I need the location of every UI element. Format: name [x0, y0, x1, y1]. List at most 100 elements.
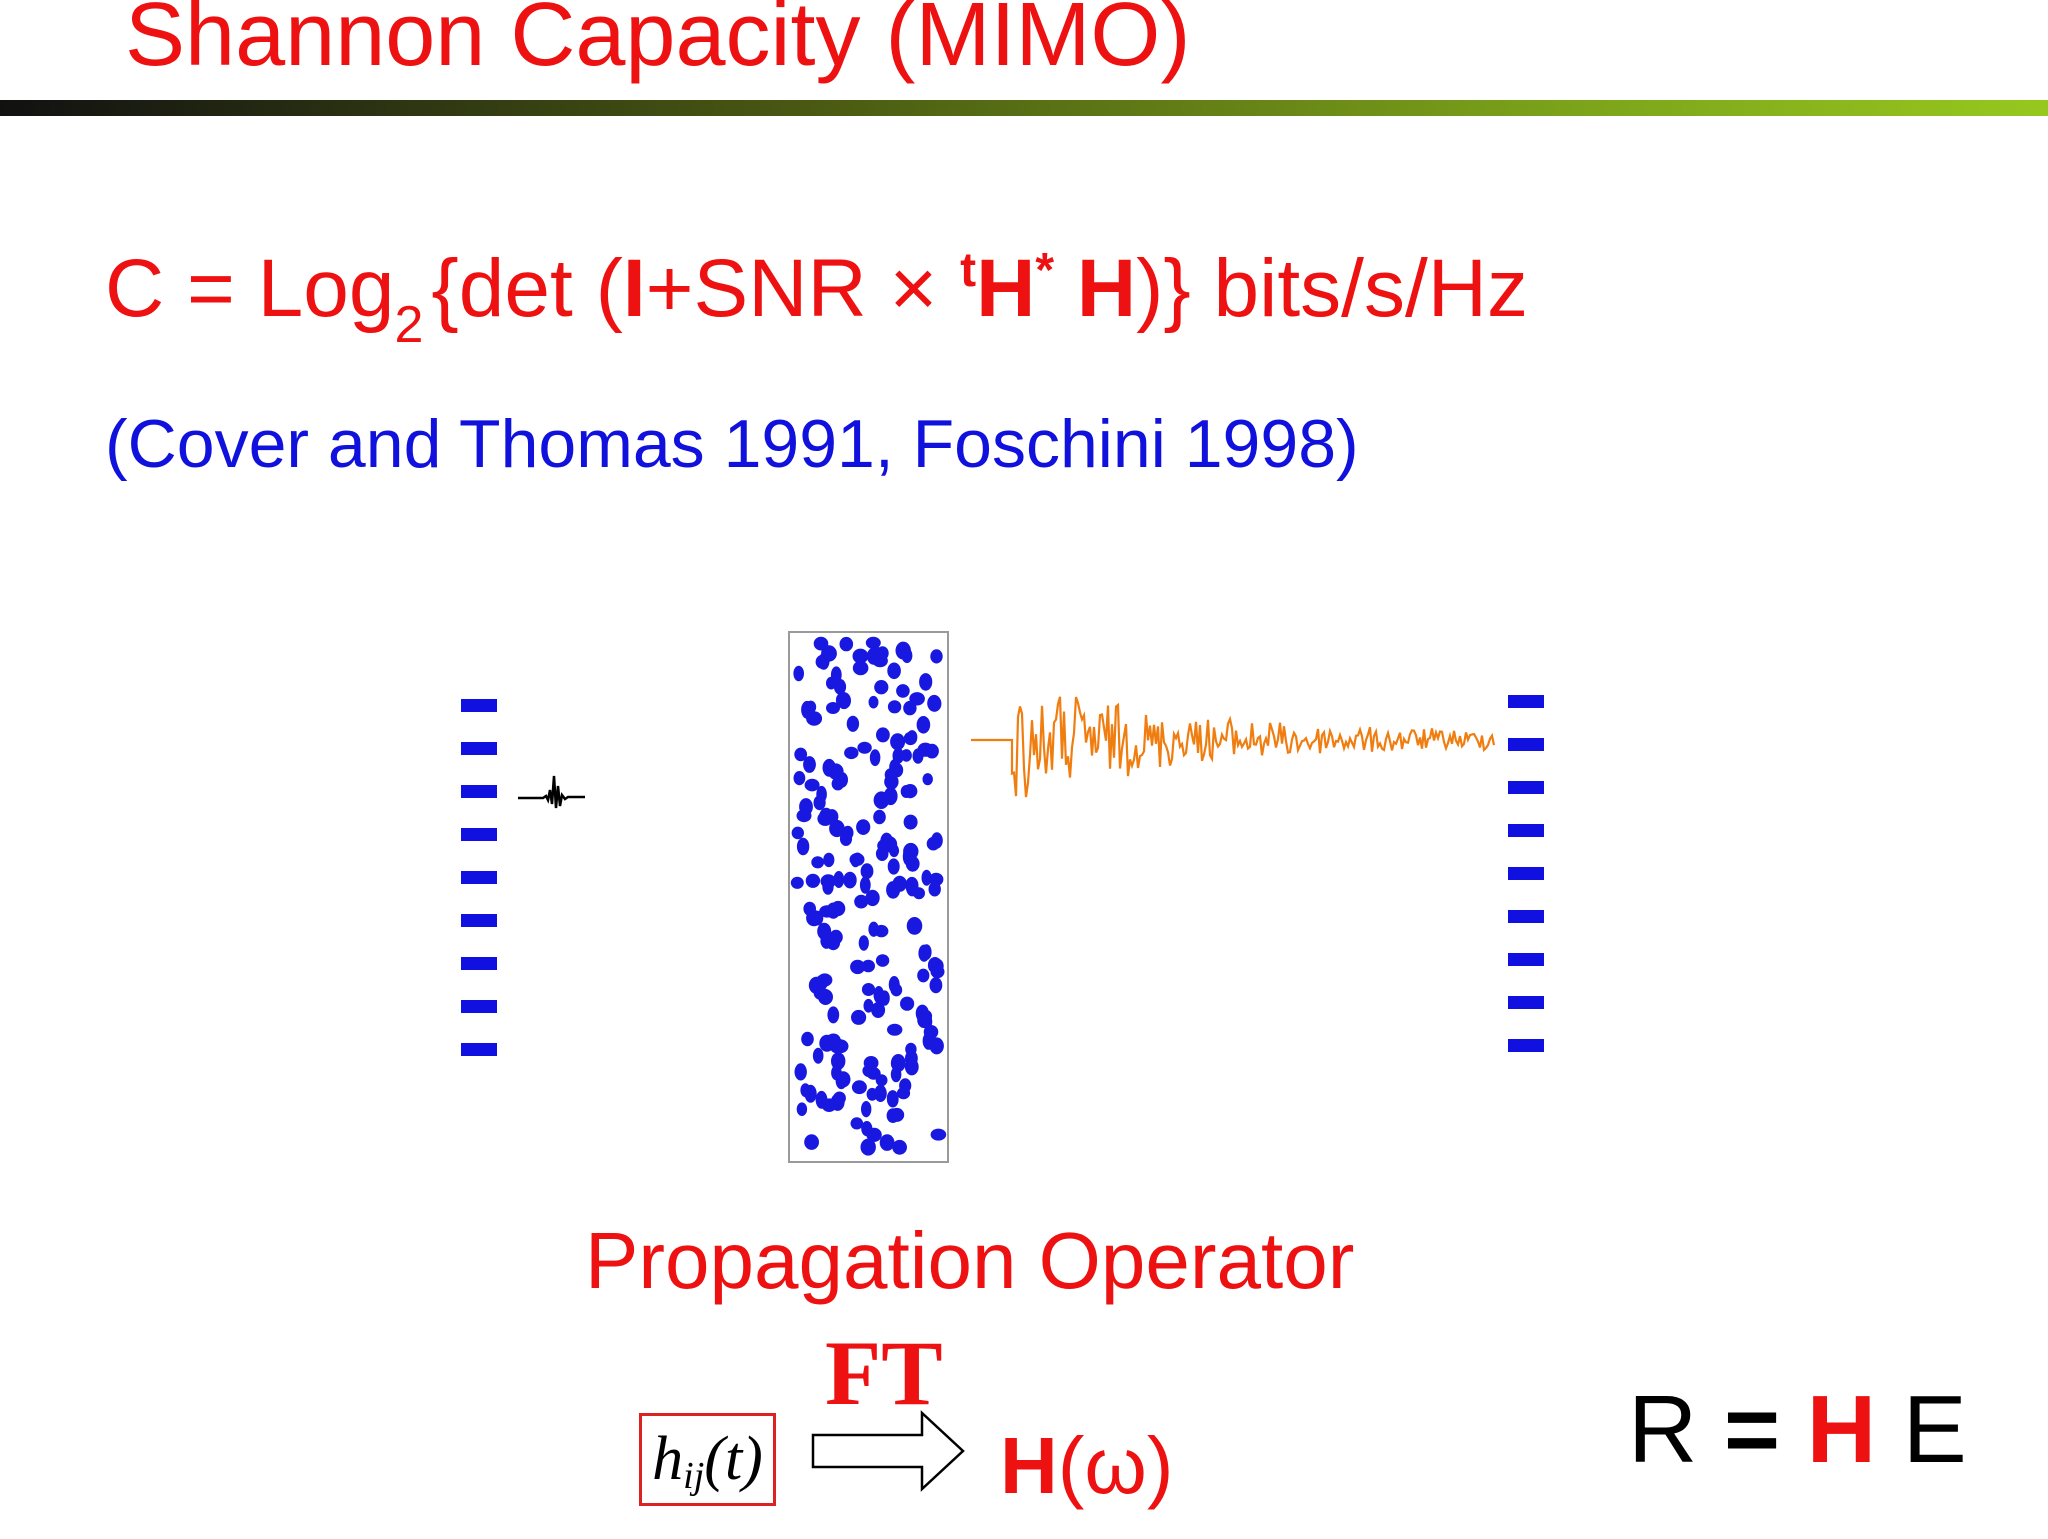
scatterer-dot	[859, 876, 871, 894]
scatterer-dot	[839, 831, 853, 846]
scatterer-dot	[887, 1023, 903, 1036]
scatterer-dot	[890, 983, 903, 997]
formula-h: H	[1076, 243, 1137, 334]
scatterers	[790, 636, 947, 1156]
scatterer-dot	[843, 871, 857, 889]
scatterer-dot	[826, 1033, 841, 1046]
antenna-element	[1508, 996, 1544, 1009]
relation-h: H	[1806, 1376, 1877, 1483]
antenna-element	[1508, 824, 1544, 837]
formula-open: {det (	[431, 243, 623, 334]
scatterer-dot	[892, 1139, 907, 1155]
scatterer-dot	[796, 1102, 808, 1116]
scatterer-dot	[801, 700, 814, 719]
scatterer-dot	[801, 1031, 814, 1047]
scatterer-dot	[805, 873, 821, 888]
scatterer-dot	[889, 844, 900, 858]
scatterer-dot	[903, 784, 918, 799]
scatterer-dot	[856, 819, 871, 835]
scatterer-dot	[870, 646, 883, 661]
scatterer-dot	[823, 852, 835, 868]
formula-transpose: t	[960, 244, 977, 297]
antenna-element	[1508, 867, 1544, 880]
scatterer-dot	[803, 756, 816, 773]
scatterer-dot	[925, 743, 939, 759]
relation-eq: =	[1724, 1376, 1781, 1483]
antenna-element	[461, 871, 497, 884]
scatterer-dot	[890, 733, 906, 751]
formula-log-base: 2	[394, 296, 424, 354]
transfer-h: H	[1000, 1421, 1058, 1510]
transmit-array-icon	[461, 699, 497, 1056]
scatterer-dot	[854, 894, 869, 909]
scatterer-dot	[917, 968, 930, 983]
scatterer-dot	[827, 1006, 840, 1024]
scatterer-dot	[794, 747, 808, 762]
scatterer-dot	[904, 1058, 919, 1076]
scatterer-dot	[873, 809, 886, 825]
scatterer-dot	[876, 727, 890, 743]
antenna-element	[461, 785, 497, 798]
scatterer-dot	[831, 1065, 842, 1081]
scatterer-dot	[889, 1107, 905, 1122]
scatterer-dot	[865, 889, 880, 907]
scatterer-dot	[892, 875, 907, 892]
scatterer-dot	[826, 702, 840, 714]
scatterer-dot	[852, 648, 869, 664]
impulse-arg: (t)	[704, 1425, 763, 1493]
scatterer-dot	[836, 772, 848, 788]
antenna-element	[461, 914, 497, 927]
scatterer-dot	[874, 1084, 887, 1102]
scatterer-dot	[919, 673, 933, 691]
scatterer-dot	[874, 680, 889, 695]
transfer-arg: (ω)	[1057, 1421, 1174, 1510]
antenna-element	[1508, 910, 1544, 923]
ft-arrow-icon	[811, 1410, 965, 1492]
scatterer-dot	[852, 660, 869, 676]
antenna-element	[461, 699, 497, 712]
scatterer-dot	[865, 636, 881, 649]
scatterer-dot	[875, 846, 889, 861]
scatterer-dot	[833, 871, 845, 888]
relation-r: R	[1628, 1376, 1698, 1483]
scatterer-dot	[887, 662, 901, 680]
scatterer-dot	[879, 1134, 895, 1151]
scatterer-dot	[887, 858, 900, 875]
antenna-element	[1508, 1039, 1544, 1052]
scatterer-dot	[921, 869, 932, 886]
scatterer-dot	[804, 1134, 819, 1150]
scatterer-dot	[863, 998, 874, 1013]
scatterer-dot	[839, 636, 854, 652]
scatterer-dot	[912, 748, 924, 764]
scatterer-dot	[896, 684, 910, 698]
scatterer-dot	[890, 1066, 902, 1083]
scatterer-dot	[906, 730, 918, 744]
slide-title: Shannon Capacity (MIMO)	[125, 0, 1191, 85]
antenna-element	[1508, 781, 1544, 794]
antenna-element	[461, 1000, 497, 1013]
receive-array-icon	[1508, 695, 1544, 1052]
scatterer-dot	[791, 826, 804, 840]
scatterer-dot	[820, 932, 833, 949]
scatterer-dot	[873, 791, 890, 809]
impulse-sub: ij	[683, 1454, 705, 1497]
pulse-waveform	[518, 775, 585, 809]
formula-identity: I	[622, 243, 646, 334]
scatterer-dot	[918, 944, 930, 962]
scatterer-dot	[813, 987, 830, 1001]
antenna-element	[461, 957, 497, 970]
scatterer-dot	[822, 878, 834, 895]
scatterer-dot	[793, 665, 804, 682]
scatterer-dot	[873, 986, 885, 1004]
scatterer-dot	[906, 879, 919, 897]
scatterer-dot	[851, 1080, 867, 1095]
propagation-operator-label: Propagation Operator	[585, 1216, 1355, 1305]
scatterer-dot	[887, 1092, 899, 1108]
scatterer-dot	[826, 676, 837, 690]
scatterer-dot	[815, 655, 829, 669]
scatterer-dot	[909, 692, 925, 706]
scatterer-dot	[861, 1101, 872, 1118]
impulse-h: h	[652, 1425, 684, 1493]
scatterer-dot	[819, 905, 835, 918]
